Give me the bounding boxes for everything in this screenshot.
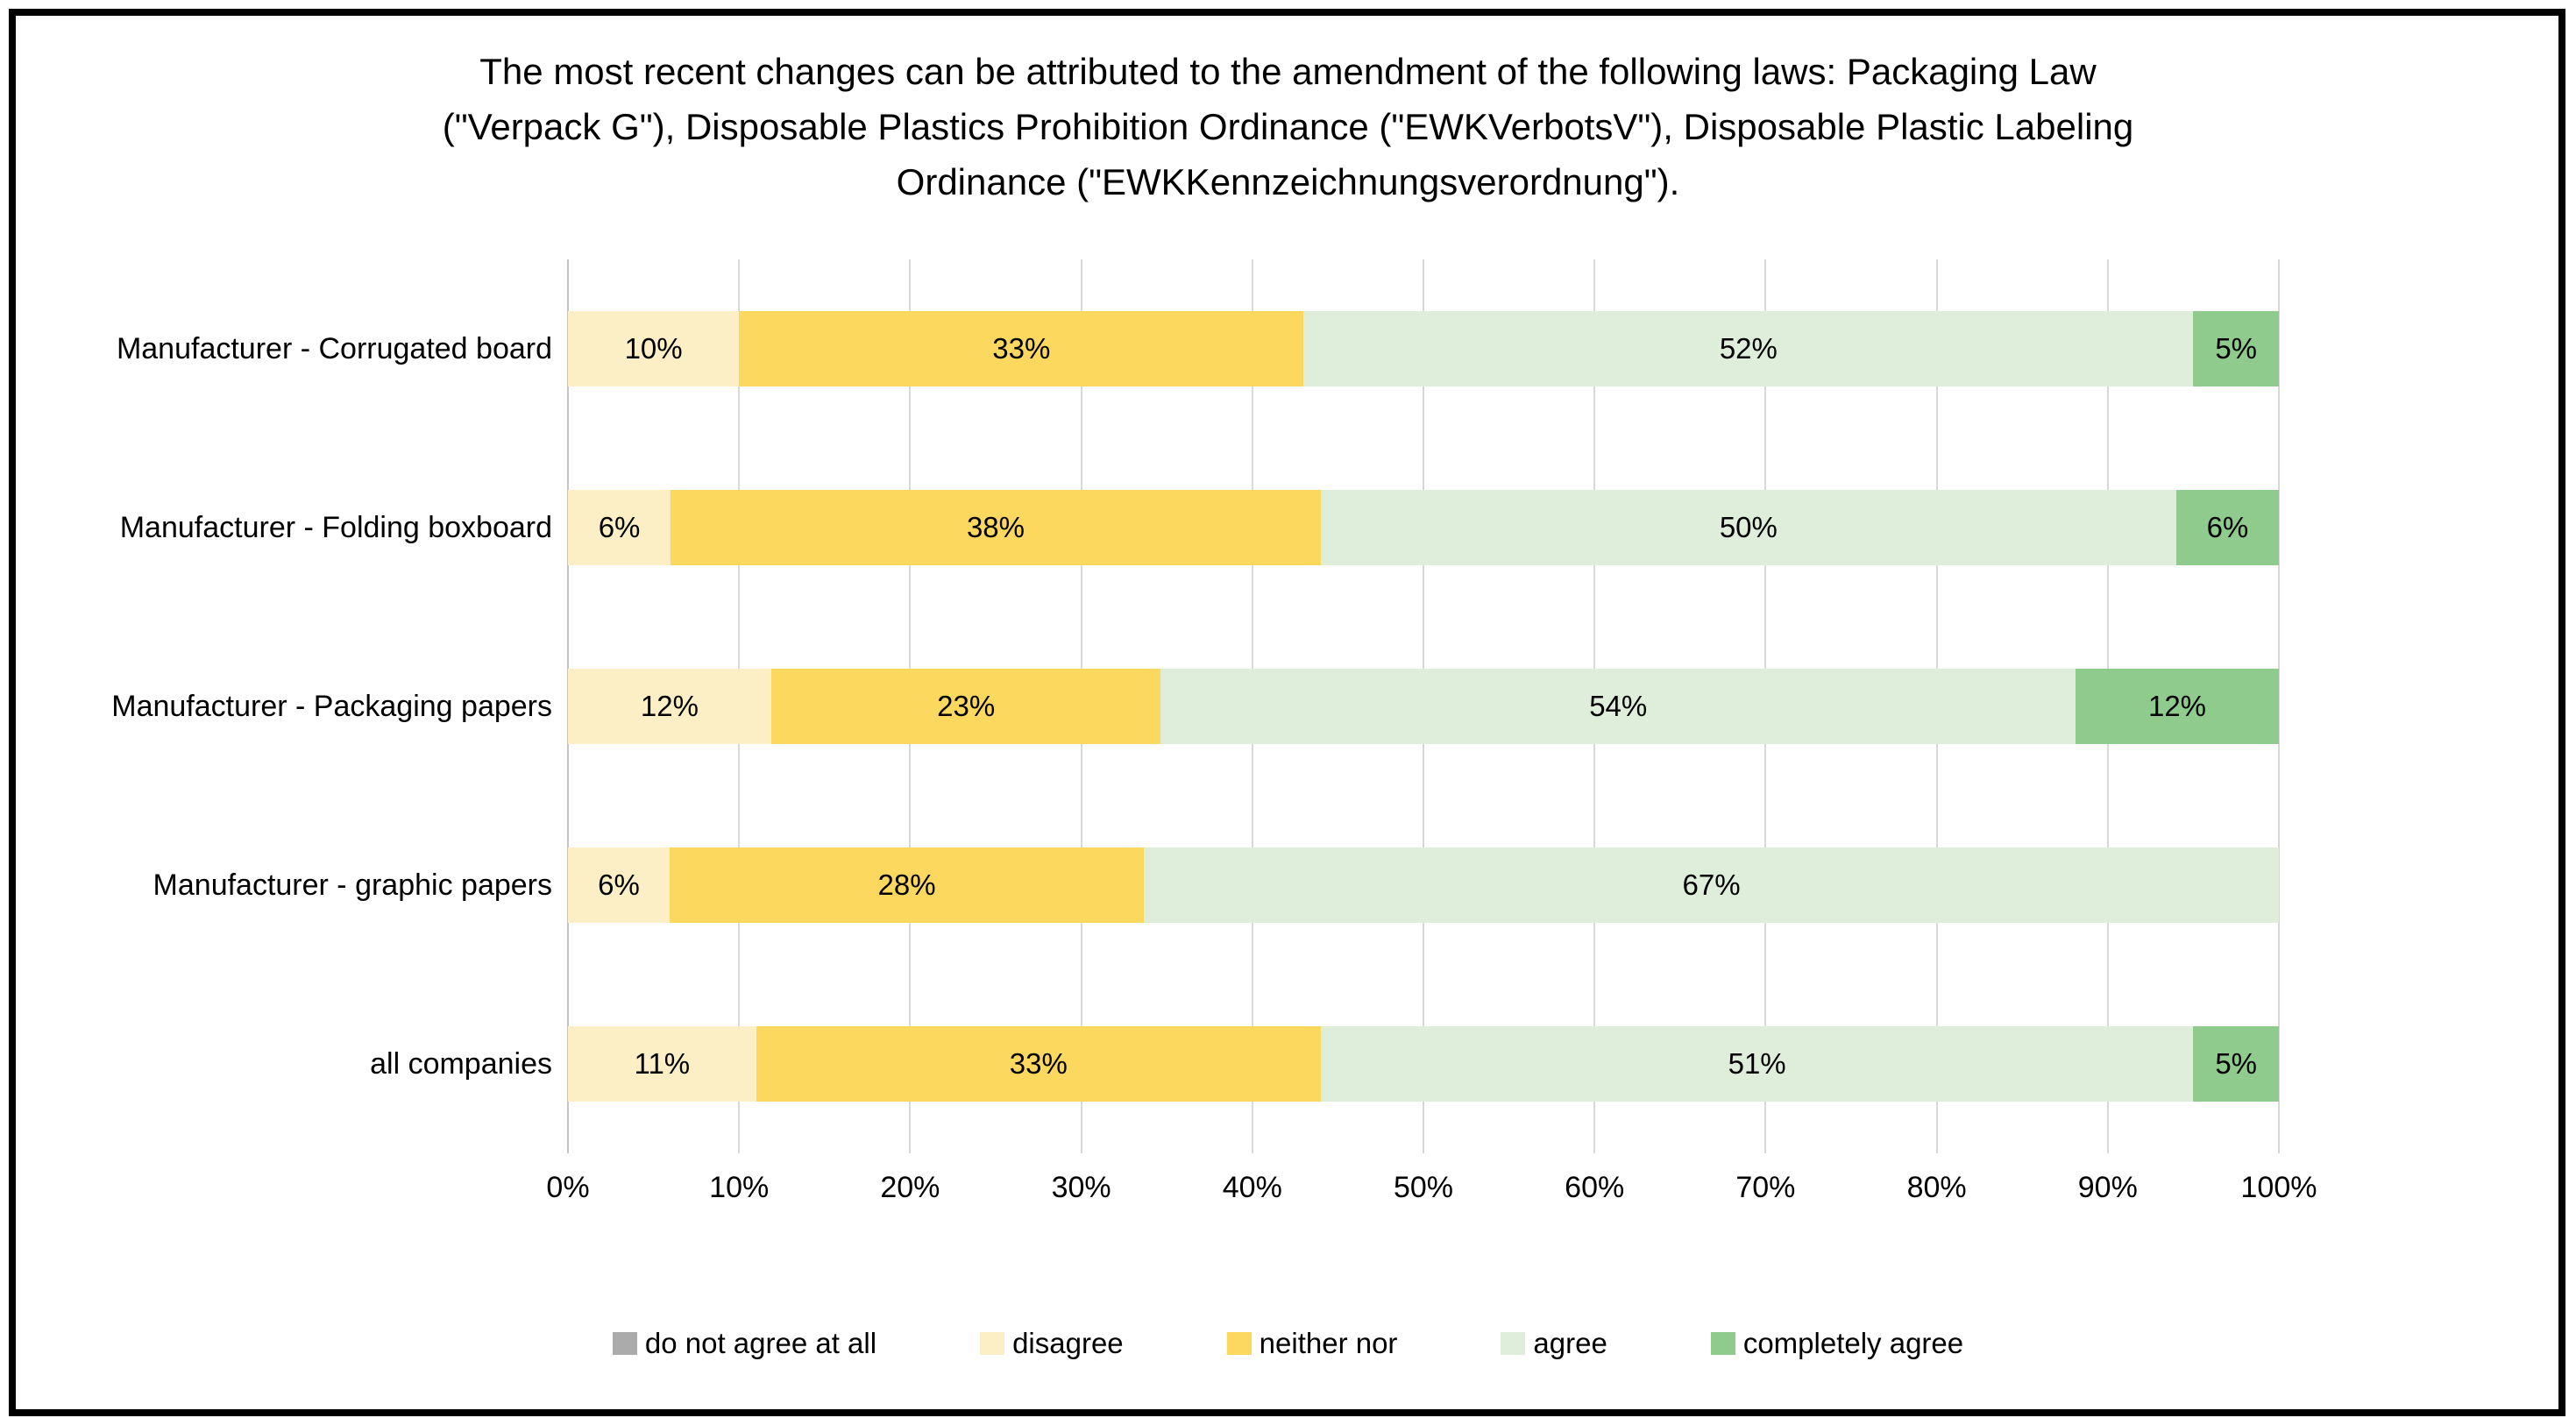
legend-label: completely agree: [1742, 1327, 1964, 1359]
x-axis-tick-label: 0%: [546, 1171, 590, 1204]
bar-row-manufacturer-folding-boxboard: 6% 38% 50% 6%: [568, 438, 2279, 617]
data-label: 10%: [624, 332, 683, 365]
x-axis-tick-label: 50%: [1393, 1171, 1454, 1204]
category-label-manufacturer-graphic-papers: Manufacturer - graphic papers: [153, 868, 552, 902]
data-label: 6%: [598, 511, 641, 543]
category-label-manufacturer-packaging-papers: Manufacturer - Packaging papers: [111, 689, 552, 723]
data-label: 67%: [1682, 868, 1741, 901]
legend: do not agree at all disagree neither nor ag…: [0, 1322, 2576, 1365]
category-label-manufacturer-folding-boxboard: Manufacturer - Folding boxboard: [119, 510, 552, 544]
bar-segment-neither-nor: 33%: [756, 1026, 1321, 1102]
legend-swatch-icon: [980, 1332, 1005, 1355]
bar-segment-completely-agree: 12%: [2076, 669, 2279, 744]
plot-area: 10% 33% 52% 5% 6% 38% 50% 6% 12% 23% 54% 12% 6% 28% 67…: [567, 259, 2280, 1153]
legend-label: do not agree at all: [644, 1327, 877, 1359]
x-axis-tick-label: 40%: [1222, 1171, 1282, 1204]
legend-item-completely-agree: completely agree: [1710, 1327, 1964, 1360]
legend-swatch-icon: [612, 1332, 637, 1355]
x-axis-tick-label: 10%: [709, 1171, 770, 1204]
x-axis-tick-label: 100%: [2240, 1171, 2317, 1204]
data-label: 5%: [2215, 332, 2258, 365]
bar-segment-disagree: 6%: [568, 847, 670, 923]
bar-segment-disagree: 12%: [568, 669, 771, 744]
legend-swatch-icon: [1501, 1332, 1526, 1355]
bar-segment-agree: 51%: [1320, 1026, 2194, 1102]
data-label: 52%: [1719, 332, 1778, 365]
data-label: 28%: [877, 868, 936, 901]
bar-segment-agree: 54%: [1160, 669, 2076, 744]
legend-item-do-not-agree-at-all: do not agree at all: [612, 1327, 877, 1360]
bar-segment-disagree: 6%: [568, 490, 671, 565]
legend-label: neither nor: [1259, 1327, 1398, 1359]
legend-item-agree: agree: [1501, 1327, 1607, 1360]
bar-segment-agree: 52%: [1303, 311, 2194, 386]
chart-title: The most recent changes can be attribute…: [442, 51, 2134, 202]
category-axis-labels: Manufacturer - Corrugated board Manufactu…: [26, 259, 552, 1153]
data-label: 33%: [992, 332, 1051, 365]
bar-row-manufacturer-corrugated-board: 10% 33% 52% 5%: [568, 259, 2279, 438]
bar-segment-completely-agree: 5%: [2193, 1026, 2279, 1102]
x-axis-tick-label: 90%: [2077, 1171, 2138, 1204]
data-label: 38%: [966, 511, 1025, 543]
bar-segment-neither-nor: 33%: [739, 311, 1304, 386]
data-label: 54%: [1589, 690, 1648, 722]
bar-segment-agree: 50%: [1320, 490, 2176, 565]
category-label-manufacturer-corrugated-board: Manufacturer - Corrugated board: [116, 331, 552, 365]
legend-label: agree: [1533, 1327, 1607, 1359]
x-axis-tick-label: 70%: [1735, 1171, 1796, 1204]
data-label: 23%: [937, 690, 996, 722]
data-label: 33%: [1009, 1047, 1068, 1080]
data-label: 11%: [634, 1047, 691, 1080]
bar-segment-completely-agree: 6%: [2175, 490, 2279, 565]
data-label: 5%: [2215, 1047, 2258, 1080]
bar-segment-disagree: 10%: [568, 311, 740, 386]
bar-row-all-companies: 11% 33% 51% 5%: [568, 975, 2279, 1153]
data-label: 51%: [1728, 1047, 1786, 1080]
data-label: 6%: [598, 868, 640, 901]
data-label: 6%: [2206, 511, 2249, 543]
bar-segment-neither-nor: 38%: [671, 490, 1321, 565]
bar-segment-agree: 67%: [1144, 847, 2279, 923]
data-label: 12%: [2147, 690, 2207, 722]
category-label-all-companies: all companies: [370, 1046, 552, 1081]
legend-item-neither-nor: neither nor: [1226, 1327, 1398, 1360]
bar-row-manufacturer-packaging-papers: 12% 23% 54% 12%: [568, 617, 2279, 796]
data-label: 50%: [1719, 511, 1778, 543]
bar-row-manufacturer-graphic-papers: 6% 28% 67%: [568, 796, 2279, 975]
x-axis-tick-label: 60%: [1565, 1171, 1625, 1204]
x-axis: 0% 10% 20% 30% 40% 50% 60% 70% 80% 90% 100%: [546, 1171, 2317, 1223]
gridline: [2278, 259, 2280, 1153]
legend-swatch-icon: [1226, 1332, 1252, 1355]
x-axis-tick-label: 80%: [1906, 1171, 1967, 1204]
data-label: 12%: [640, 690, 699, 722]
bar-segment-neither-nor: 23%: [770, 669, 1161, 744]
bar-segment-disagree: 11%: [568, 1026, 756, 1102]
legend-label: disagree: [1012, 1327, 1124, 1359]
legend-swatch-icon: [1710, 1332, 1735, 1355]
bar-segment-completely-agree: 5%: [2193, 311, 2279, 386]
bar-segment-neither-nor: 28%: [669, 847, 1145, 923]
legend-item-disagree: disagree: [980, 1327, 1124, 1360]
x-axis-tick-label: 30%: [1051, 1171, 1111, 1204]
x-axis-tick-label: 20%: [880, 1171, 940, 1204]
